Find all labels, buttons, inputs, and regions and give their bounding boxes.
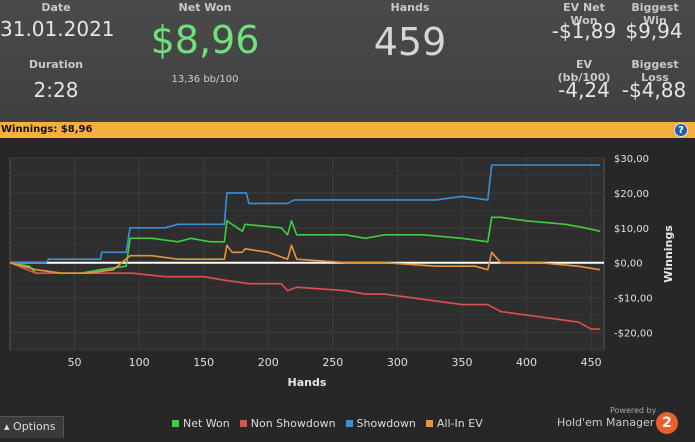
- netwon-value: $8,96: [150, 18, 260, 62]
- y-tick-label: $20,00: [614, 189, 649, 200]
- netwon-label: Net Won: [178, 1, 232, 14]
- y-tick-label: $0,00: [614, 259, 643, 270]
- y-tick-label: -$10,00: [614, 294, 653, 305]
- winnings-chart: 50 100 150 200 250 300 350 400 450 $30,00 $20,00 $1…: [0, 138, 695, 442]
- y-tick-label: $30,00: [614, 154, 649, 165]
- biggest-loss-label: Biggest Loss: [631, 58, 679, 84]
- hands-value: 459: [373, 20, 447, 64]
- date-value: 31.01.2021: [0, 17, 115, 41]
- stats-header: Date 31.01.2021 Duration 2:28 Net Won $8…: [0, 0, 695, 122]
- ev-netwon-label: EV Net Won: [563, 1, 605, 27]
- powered-by: Powered by: [610, 406, 657, 415]
- series-line-all-in-ev: [9, 244, 601, 274]
- legend-item-all-in-ev[interactable]: All-In EV: [425, 417, 483, 430]
- ev-bb-value: -4,24: [558, 78, 610, 102]
- x-tick-label: 50: [68, 356, 82, 369]
- options-label: Options: [13, 420, 56, 433]
- y-axis-label: Winnings: [662, 225, 675, 283]
- biggest-win-value: $9,94: [625, 19, 683, 43]
- x-tick-label: 300: [387, 356, 408, 369]
- legend-label: Net Won: [183, 417, 230, 430]
- winnings-text: Winnings: $8,96: [1, 124, 93, 135]
- x-tick-label: 350: [451, 356, 472, 369]
- legend-item-showdown[interactable]: Showdown: [345, 417, 416, 430]
- series-line-net-won: [9, 216, 601, 274]
- duration-label: Duration: [28, 58, 84, 71]
- legend-label: All-In EV: [436, 417, 483, 430]
- biggest-loss-value: -$4,88: [621, 78, 687, 102]
- y-tick-label: -$20,00: [614, 329, 653, 340]
- legend-item-net-won[interactable]: Net Won: [172, 417, 230, 430]
- series-line-non-showdown: [9, 261, 601, 330]
- legend-item-non-showdown[interactable]: Non Showdown: [239, 417, 336, 430]
- x-tick-label: 250: [322, 356, 343, 369]
- legend-swatch: [239, 420, 247, 427]
- y-tick-label: $10,00: [614, 224, 649, 235]
- help-icon[interactable]: ?: [674, 123, 688, 137]
- biggest-win-label: Biggest Win: [631, 1, 679, 27]
- legend-swatch: [172, 420, 179, 427]
- hands-label: Hands: [390, 1, 430, 14]
- legend-label: Showdown: [356, 417, 416, 430]
- x-tick-label: 200: [258, 356, 279, 369]
- netwon-bb: 13,36 bb/100: [171, 74, 239, 85]
- chevron-up-icon: ▴: [4, 420, 10, 433]
- series-line-showdown: [10, 164, 601, 264]
- ev-bb-label: EV (bb/100): [557, 58, 611, 84]
- plot-area: [9, 157, 605, 351]
- chart-svg: 50 100 150 200 250 300 350 400 450 $30,00 $20,00 $1…: [9, 154, 675, 389]
- ev-netwon-value: -$1,89: [551, 19, 617, 43]
- date-label: Date: [41, 1, 71, 14]
- duration-value: 2:28: [33, 78, 79, 102]
- x-tick-label: 450: [581, 356, 602, 369]
- x-tick-label: 400: [516, 356, 537, 369]
- legend-swatch: [425, 420, 433, 427]
- x-axis-label: Hands: [288, 376, 327, 389]
- legend-label: Non Showdown: [250, 417, 336, 430]
- winnings-banner: Winnings: $8,96 ?: [0, 122, 695, 138]
- chart-legend: Net Won Non Showdown Showdown All-In EV: [172, 417, 483, 430]
- brand-name[interactable]: Hold'em Manager: [557, 416, 655, 429]
- legend-swatch: [345, 420, 353, 427]
- x-tick-label: 100: [129, 356, 150, 369]
- options-button[interactable]: ▴ Options: [0, 416, 64, 438]
- hem-logo-icon: 2: [656, 412, 678, 434]
- x-tick-label: 150: [193, 356, 214, 369]
